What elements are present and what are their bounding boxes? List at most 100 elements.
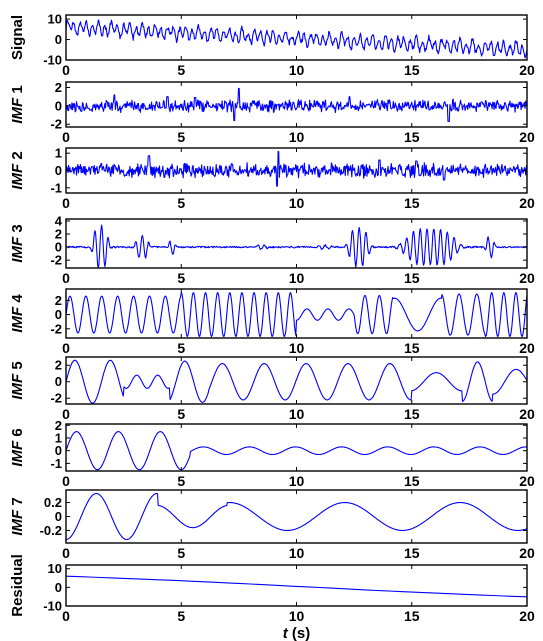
axes-box xyxy=(65,423,528,472)
series-line xyxy=(66,292,527,338)
x-tick-label: 20 xyxy=(519,545,535,561)
x-tick-label: 15 xyxy=(404,270,420,286)
y-tick-label: 2 xyxy=(55,227,62,242)
y-axis-label: IMF 6 xyxy=(9,428,26,466)
y-axis-label: IMF 7 xyxy=(9,497,26,535)
x-tick-label: 5 xyxy=(177,406,185,422)
x-tick-label: 5 xyxy=(177,545,185,561)
axes-box xyxy=(65,489,528,544)
x-tick-label: 10 xyxy=(289,62,305,78)
x-tick-label: 5 xyxy=(177,473,185,489)
y-tick-label: 0 xyxy=(55,307,62,322)
y-axis-label: Residual xyxy=(9,554,26,617)
y-tick-label: -1 xyxy=(50,456,62,471)
y-tick-label: 2 xyxy=(55,358,62,373)
x-tick-label: 0 xyxy=(62,195,70,211)
y-tick-label: 2 xyxy=(55,293,62,308)
series-line xyxy=(66,359,527,404)
y-tick-label: -2 xyxy=(50,321,62,336)
x-tick-label: 10 xyxy=(289,608,305,624)
y-tick-label: 1 xyxy=(55,146,62,161)
series-line xyxy=(66,224,527,268)
x-tick-label: 5 xyxy=(177,608,185,624)
y-axis-label: IMF 2 xyxy=(9,151,26,189)
y-axis-label: IMF 3 xyxy=(9,224,26,262)
y-tick-label: 2 xyxy=(55,418,62,433)
y-tick-label: 0 xyxy=(55,98,62,113)
x-tick-label: 0 xyxy=(62,62,70,78)
x-tick-label: 10 xyxy=(289,545,305,561)
x-tick-label: 10 xyxy=(289,340,305,356)
y-tick-label: -0.2 xyxy=(40,523,62,538)
x-tick-label: 5 xyxy=(177,340,185,356)
x-tick-label: 0 xyxy=(62,340,70,356)
y-tick-label: 0 xyxy=(55,374,62,389)
y-tick-label: 2 xyxy=(55,80,62,95)
y-tick-label: -2 xyxy=(50,391,62,406)
y-tick-label: 10 xyxy=(48,561,62,576)
x-tick-label: 0 xyxy=(62,406,70,422)
y-tick-label: 0.2 xyxy=(44,495,62,510)
x-tick-label: 0 xyxy=(62,545,70,561)
x-tick-label: 15 xyxy=(404,340,420,356)
x-tick-label: 10 xyxy=(289,473,305,489)
x-tick-label: 10 xyxy=(289,195,305,211)
x-tick-label: 5 xyxy=(177,62,185,78)
x-tick-label: 20 xyxy=(519,340,535,356)
series-line xyxy=(66,492,527,541)
x-tick-label: 15 xyxy=(404,195,420,211)
x-tick-label: 10 xyxy=(289,270,305,286)
series-line xyxy=(66,87,527,123)
x-tick-label: 10 xyxy=(289,129,305,145)
y-tick-label: 0 xyxy=(55,163,62,178)
series-line xyxy=(66,150,527,187)
x-tick-label: 15 xyxy=(404,545,420,561)
y-tick-label: 1 xyxy=(55,430,62,445)
series-line xyxy=(66,19,527,59)
y-tick-label: -10 xyxy=(43,599,62,614)
y-tick-label: 10 xyxy=(48,12,62,27)
x-tick-label: 15 xyxy=(404,608,420,624)
y-axis-label: IMF 1 xyxy=(9,85,26,123)
x-tick-label: 15 xyxy=(404,129,420,145)
x-tick-label: 0 xyxy=(62,473,70,489)
y-tick-label: 0 xyxy=(55,32,62,47)
series-line xyxy=(66,431,527,471)
y-tick-label: -2 xyxy=(50,253,62,268)
y-tick-label: 0 xyxy=(55,443,62,458)
x-tick-label: 5 xyxy=(177,129,185,145)
x-tick-label: 10 xyxy=(289,406,305,422)
x-tick-label: 15 xyxy=(404,62,420,78)
series-line xyxy=(66,575,527,598)
y-tick-label: -10 xyxy=(43,53,62,68)
x-tick-label: 20 xyxy=(519,129,535,145)
y-axis-label: Signal xyxy=(9,15,26,60)
x-tick-label: 15 xyxy=(404,406,420,422)
y-tick-label: -1 xyxy=(50,180,62,195)
x-tick-label: 5 xyxy=(177,270,185,286)
x-tick-label: 20 xyxy=(519,270,535,286)
x-tick-label: 0 xyxy=(62,129,70,145)
x-axis-label: t (s) xyxy=(283,625,311,641)
x-tick-label: 0 xyxy=(62,270,70,286)
axes-box xyxy=(65,564,528,607)
x-tick-label: 15 xyxy=(404,473,420,489)
x-tick-label: 0 xyxy=(62,608,70,624)
y-tick-label: 0 xyxy=(55,240,62,255)
x-tick-label: 20 xyxy=(519,473,535,489)
x-tick-label: 5 xyxy=(177,195,185,211)
x-tick-label: 20 xyxy=(519,608,535,624)
x-tick-label: 20 xyxy=(519,195,535,211)
y-tick-label: 0 xyxy=(55,509,62,524)
y-axis-label: IMF 4 xyxy=(9,294,26,333)
y-tick-label: -2 xyxy=(50,117,62,132)
